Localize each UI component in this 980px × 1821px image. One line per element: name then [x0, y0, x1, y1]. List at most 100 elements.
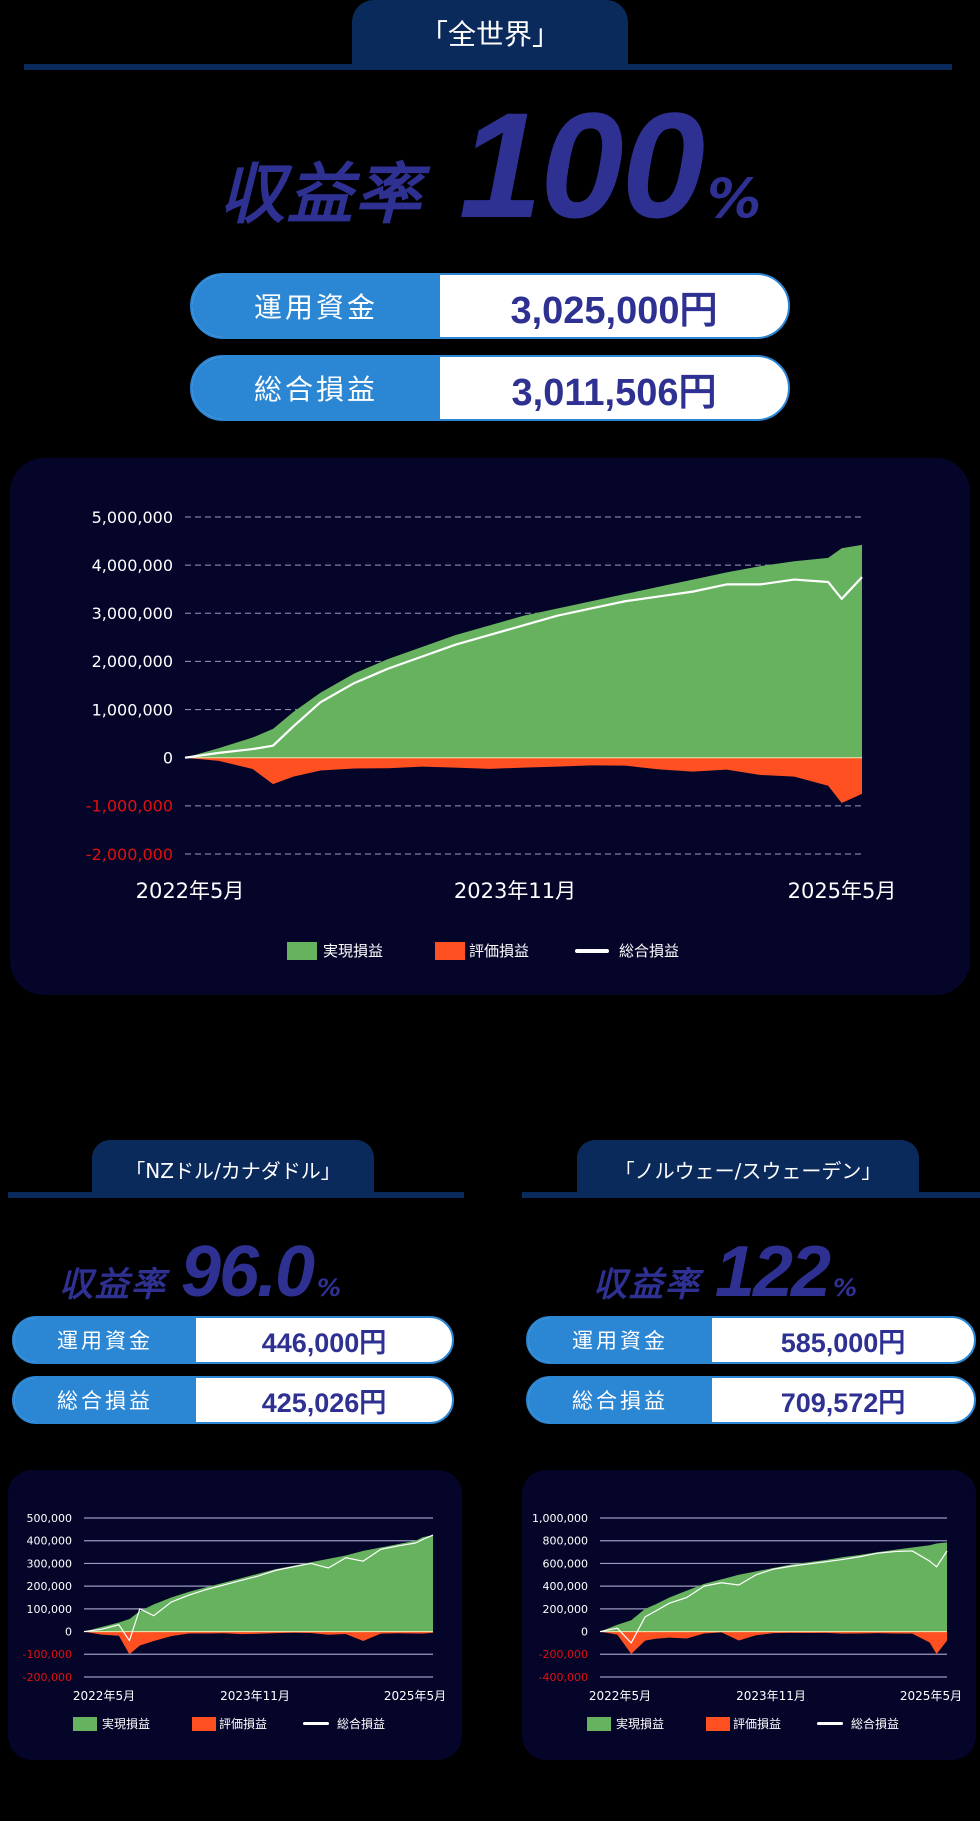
right-capital-label: 運用資金	[528, 1318, 712, 1362]
main-header-rule	[24, 64, 952, 70]
main-chart-card: 5,000,000 4,000,000 3,000,000 2,000,000 1,00…	[10, 458, 970, 995]
svg-text:2023年11月: 2023年11月	[736, 1689, 806, 1703]
main-return-rate: 収益率 100 %	[0, 81, 980, 249]
left-rate-unit: %	[317, 1274, 342, 1302]
realized-swatch-icon	[287, 941, 317, 960]
svg-text:-2,000,000: -2,000,000	[86, 845, 173, 864]
left-capital-value: 446,000円	[261, 1327, 387, 1358]
right-chart-card: 1,000,000 800,000 600,000 400,000 200,000 0 -2…	[522, 1470, 976, 1760]
legend-unrealized-label: 評価損益	[733, 1717, 782, 1731]
svg-text:400,000: 400,000	[543, 1580, 589, 1593]
legend-realized: 実現損益	[73, 1715, 150, 1732]
left-chart: 500,000 400,000 300,000 200,000 100,000 0 -100…	[23, 1512, 447, 1703]
main-rate-value: 100	[458, 81, 705, 249]
svg-text:600,000: 600,000	[543, 1557, 589, 1570]
svg-text:1,000,000: 1,000,000	[532, 1512, 588, 1525]
left-profit-pill: 総合損益 425,026円	[12, 1376, 454, 1424]
right-title: 「ノルウェー/スウェーデン」	[614, 1158, 882, 1183]
left-profit-value: 425,026円	[261, 1387, 387, 1418]
main-capital-value: 3,025,000円	[510, 289, 718, 332]
svg-text:0: 0	[65, 1626, 72, 1639]
right-chart-legend: 実現損益 評価損益 総合損益	[587, 1715, 899, 1732]
right-title-tab: 「ノルウェー/スウェーデン」	[577, 1140, 919, 1198]
legend-total-label: 総合損益	[851, 1717, 900, 1731]
svg-text:4,000,000: 4,000,000	[92, 556, 173, 575]
total-line-icon	[817, 1722, 844, 1725]
svg-text:-100,000: -100,000	[23, 1648, 72, 1661]
legend-total: 総合損益	[575, 940, 679, 961]
main-title-tab: 「全世界」	[352, 0, 628, 66]
main-profit-label: 総合損益	[192, 357, 440, 419]
legend-realized-label: 実現損益	[323, 942, 384, 960]
svg-text:-400,000: -400,000	[539, 1671, 588, 1684]
legend-total: 総合損益	[303, 1715, 385, 1732]
svg-text:200,000: 200,000	[543, 1603, 589, 1616]
svg-text:-200,000: -200,000	[23, 1671, 72, 1684]
legend-unrealized: 評価損益	[435, 940, 529, 961]
unrealized-swatch-icon	[192, 1716, 217, 1731]
legend-realized: 実現損益	[587, 1715, 664, 1732]
main-chart-legend: 実現損益 評価損益 総合損益	[287, 940, 679, 961]
left-title: 「NZドル/カナダドル」	[125, 1158, 341, 1183]
main-chart: 5,000,000 4,000,000 3,000,000 2,000,000 1,00…	[86, 508, 897, 903]
legend-realized-label: 実現損益	[616, 1717, 665, 1731]
main-profit-value: 3,011,506円	[511, 371, 717, 414]
right-section: 「ノルウェー/スウェーデン」 収益率 122 % 運用資金 585,000円 総…	[510, 1140, 980, 1760]
total-line-icon	[303, 1722, 330, 1725]
unrealized-swatch-icon	[435, 941, 466, 960]
left-rate-label: 収益率	[58, 1265, 167, 1305]
legend-total: 総合損益	[817, 1715, 899, 1732]
svg-text:2022年5月: 2022年5月	[136, 879, 245, 903]
svg-text:0: 0	[163, 748, 173, 767]
svg-text:3,000,000: 3,000,000	[92, 604, 173, 623]
legend-unrealized-label: 評価損益	[219, 1717, 268, 1731]
legend-total-label: 総合損益	[337, 1717, 386, 1731]
right-profit-pill: 総合損益 709,572円	[526, 1376, 976, 1424]
left-profit-label: 総合損益	[14, 1378, 196, 1422]
left-title-tab: 「NZドル/カナダドル」	[92, 1140, 374, 1198]
main-profit-pill: 総合損益 3,011,506円	[190, 355, 790, 421]
realized-swatch-icon	[73, 1716, 97, 1731]
right-rate-unit: %	[833, 1274, 858, 1302]
svg-text:-1,000,000: -1,000,000	[86, 797, 173, 816]
right-rate-value: 122	[714, 1232, 831, 1312]
right-chart: 1,000,000 800,000 600,000 400,000 200,000 0 -2…	[532, 1512, 962, 1703]
left-chart-legend: 実現損益 評価損益 総合損益	[73, 1715, 385, 1732]
svg-text:1,000,000: 1,000,000	[92, 700, 173, 719]
left-capital-label: 運用資金	[14, 1318, 196, 1362]
realized-swatch-icon	[587, 1716, 611, 1731]
left-chart-card: 500,000 400,000 300,000 200,000 100,000 0 -100…	[8, 1470, 462, 1760]
main-rate-unit: %	[707, 167, 762, 230]
svg-text:-200,000: -200,000	[539, 1648, 588, 1661]
svg-text:2025年5月: 2025年5月	[384, 1689, 446, 1703]
svg-text:300,000: 300,000	[27, 1557, 73, 1570]
right-return-rate: 収益率 122 %	[510, 1232, 940, 1312]
legend-realized: 実現損益	[287, 940, 383, 961]
total-line-icon	[575, 948, 610, 953]
right-capital-value: 585,000円	[780, 1327, 906, 1358]
legend-unrealized: 評価損益	[706, 1715, 781, 1732]
svg-text:2022年5月: 2022年5月	[73, 1689, 135, 1703]
svg-text:800,000: 800,000	[543, 1535, 589, 1548]
legend-realized-label: 実現損益	[102, 1717, 151, 1731]
legend-unrealized: 評価損益	[192, 1715, 267, 1732]
right-profit-value: 709,572円	[780, 1387, 906, 1418]
right-profit-label: 総合損益	[528, 1378, 712, 1422]
svg-text:2022年5月: 2022年5月	[589, 1689, 651, 1703]
svg-text:2025年5月: 2025年5月	[900, 1689, 962, 1703]
main-capital-pill: 運用資金 3,025,000円	[190, 273, 790, 339]
right-capital-pill: 運用資金 585,000円	[526, 1316, 976, 1364]
svg-text:2023年11月: 2023年11月	[454, 879, 576, 903]
left-return-rate: 収益率 96.0 %	[0, 1232, 400, 1312]
left-capital-pill: 運用資金 446,000円	[12, 1316, 454, 1364]
svg-text:100,000: 100,000	[27, 1603, 73, 1616]
legend-total-label: 総合損益	[619, 942, 680, 960]
svg-text:400,000: 400,000	[27, 1535, 73, 1548]
svg-text:2025年5月: 2025年5月	[788, 879, 897, 903]
left-section: 「NZドル/カナダドル」 収益率 96.0 % 運用資金 446,000円 総合…	[0, 1140, 470, 1760]
left-rate-value: 96.0	[180, 1232, 315, 1312]
svg-text:2,000,000: 2,000,000	[92, 652, 173, 671]
main-section: 「全世界」 収益率 100 % 運用資金 3,025,000円 総合損益 3,0…	[0, 0, 980, 995]
main-title: 「全世界」	[419, 18, 560, 51]
svg-text:2023年11月: 2023年11月	[220, 1689, 290, 1703]
